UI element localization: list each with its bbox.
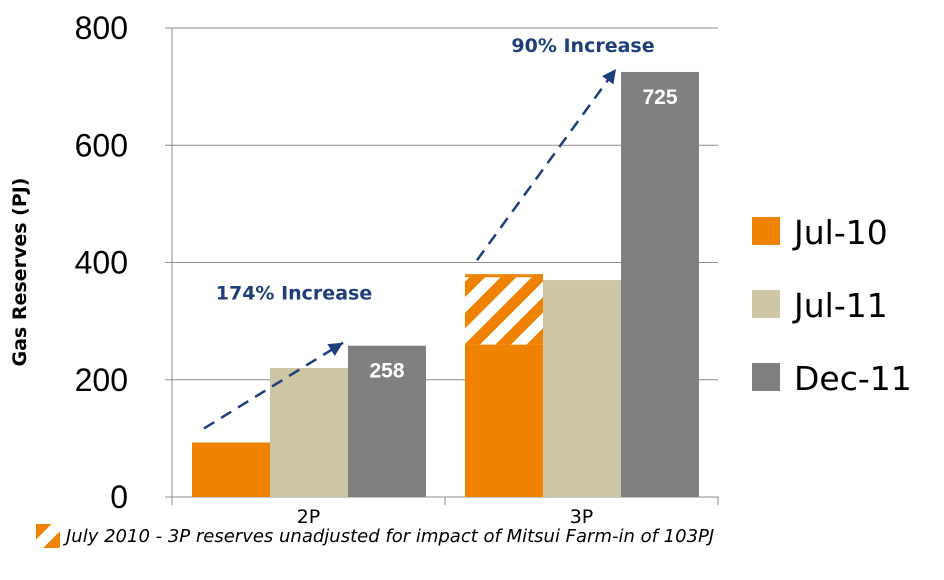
- x-category-label: 3P: [570, 506, 594, 528]
- footnote-text: July 2010 - 3P reserves unadjusted for i…: [63, 526, 714, 547]
- hatched-segment-unadjusted: [465, 274, 543, 345]
- legend-label: Jul-11: [792, 286, 888, 325]
- footnote-hatch-swatch: [36, 524, 60, 548]
- increase-arrow: [203, 341, 344, 430]
- legend-swatch: [752, 363, 780, 391]
- legend-swatch: [752, 217, 780, 245]
- increase-annotation: 174% Increase: [216, 283, 372, 305]
- hatched-segment-top-edge: [465, 274, 543, 278]
- increase-arrow-head: [327, 342, 343, 357]
- data-label: 258: [369, 360, 404, 383]
- increase-arrow-head: [602, 68, 616, 85]
- y-tick-label: 0: [110, 479, 128, 515]
- y-tick-label: 200: [75, 362, 128, 398]
- bar-jul-10-2p: [192, 442, 270, 497]
- bar-dec-11-3p: [621, 71, 699, 497]
- bar-jul-11-3p: [543, 280, 621, 497]
- legend-label: Jul-10: [792, 213, 888, 252]
- increase-arrow: [475, 68, 618, 261]
- y-tick-label: 800: [75, 10, 128, 46]
- legend: Jul-10 Jul-11 Dec-11: [752, 213, 912, 398]
- x-category-label: 2P: [297, 506, 321, 528]
- legend-label: Dec-11: [794, 359, 912, 398]
- footnote: July 2010 - 3P reserves unadjusted for i…: [36, 524, 714, 548]
- bar-dec-11-2p: [348, 345, 426, 497]
- legend-swatch: [752, 290, 780, 318]
- bars: [192, 71, 699, 497]
- bar-jul-10-3p: [465, 344, 543, 497]
- data-label: 725: [642, 86, 677, 109]
- y-tick-label: 600: [75, 127, 128, 163]
- increase-annotation: 90% Increase: [511, 35, 654, 57]
- y-axis-label: Gas Reserves (PJ): [9, 178, 31, 367]
- bar-jul-11-2p: [270, 368, 348, 497]
- y-tick-label: 400: [75, 245, 128, 281]
- labels: 0 200 400 600 800 2P 3P 258 725 174% Increase 90% …: [75, 10, 678, 528]
